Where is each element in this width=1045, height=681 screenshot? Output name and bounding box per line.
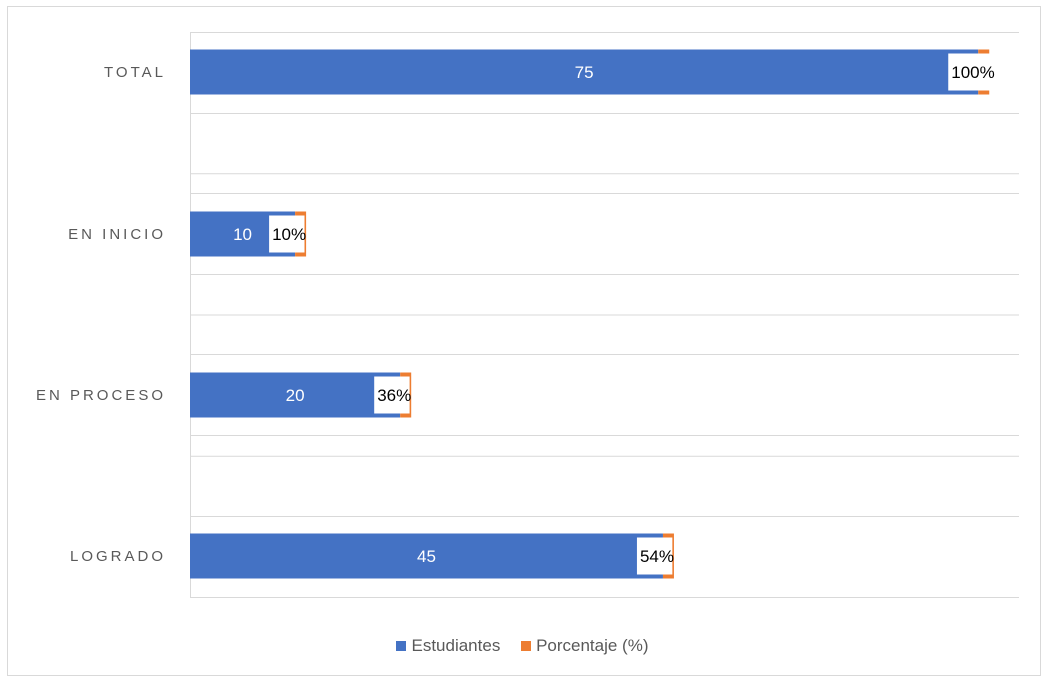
- bar-estudiantes-total: [190, 49, 979, 95]
- bar-estudiantes-en-proceso: [190, 372, 401, 418]
- legend-swatch-porcentaje: [521, 641, 532, 651]
- pct-label-en-proceso: 36%: [377, 386, 411, 405]
- value-label-logrado: 45: [417, 547, 436, 566]
- category-axis: TOTAL EN INICIO EN PROCESO LOGRADO: [36, 32, 191, 597]
- data-labels: 75 100% 10 10% 20 36% 45 54%: [233, 53, 995, 575]
- legend: Estudiantes Porcentaje (%): [0, 636, 1045, 656]
- legend-item-estudiantes: Estudiantes: [396, 636, 500, 656]
- category-label-logrado: LOGRADO: [70, 548, 166, 565]
- bar-chart: TOTAL EN INICIO EN PROCESO LOGRADO 75 100% 10…: [36, 32, 1019, 598]
- pct-label-total: 100%: [951, 63, 994, 82]
- pct-label-box-logrado: [636, 537, 673, 575]
- pct-label-logrado: 54%: [640, 547, 674, 566]
- gridlines: [190, 32, 1019, 598]
- legend-label-porcentaje: Porcentaje (%): [536, 636, 649, 655]
- value-label-en-inicio: 10: [233, 225, 252, 244]
- legend-label-estudiantes: Estudiantes: [411, 636, 501, 655]
- category-label-total: TOTAL: [104, 64, 166, 81]
- pct-label-en-inicio: 10%: [272, 225, 306, 244]
- pct-label-box-en-proceso: [374, 376, 410, 414]
- category-label-en-proceso: EN PROCESO: [36, 387, 166, 404]
- legend-swatch-estudiantes: [396, 641, 407, 651]
- pct-label-box-total: [948, 53, 994, 91]
- bars: [190, 49, 990, 579]
- value-label-en-proceso: 20: [286, 386, 305, 405]
- legend-item-porcentaje: Porcentaje (%): [521, 636, 649, 656]
- value-label-total: 75: [575, 63, 594, 82]
- category-label-en-inicio: EN INICIO: [68, 226, 166, 243]
- bar-estudiantes-logrado: [190, 533, 663, 579]
- pct-label-box-en-inicio: [269, 215, 305, 253]
